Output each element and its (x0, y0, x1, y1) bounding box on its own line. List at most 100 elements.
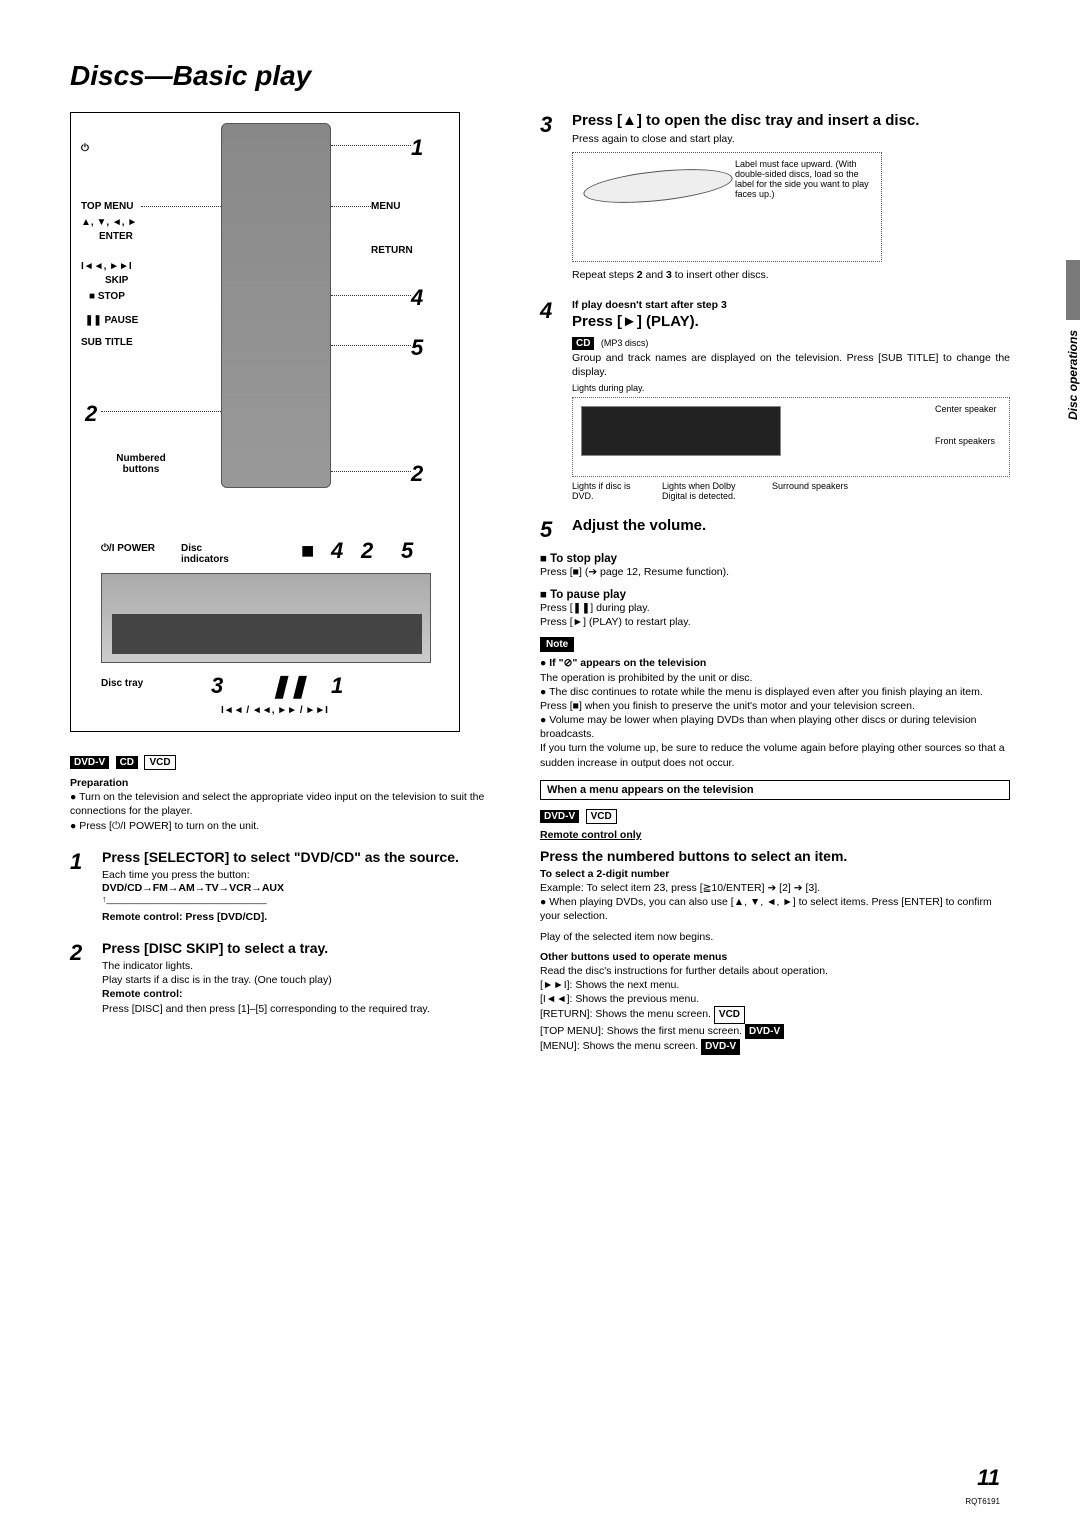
menu-badges: DVD-V VCD (540, 806, 1010, 824)
prep-b2: Press [⏻/I POWER] to turn on the unit. (70, 819, 510, 833)
step4-cd-note: (MP3 discs) (601, 338, 649, 348)
step5-num: 5 (540, 517, 560, 543)
dev-stop-sym: ■ (301, 538, 314, 564)
step3-num: 3 (540, 112, 560, 282)
label-numbered: Numbered buttons (101, 453, 181, 475)
dev-c4: 4 (331, 538, 343, 564)
other2: [►►I]: Shows the next menu. (540, 978, 1010, 992)
left-column: ⏻ TOP MENU ▲, ▼, ◄, ► ENTER I◄◄, ►►I SKI… (70, 112, 510, 1055)
label-enter: ENTER (99, 231, 133, 242)
display-labels-row: Lights if disc is DVD. Lights when Dolby… (572, 481, 1010, 501)
step1-chain: DVD/CD→FM→AM→TV→VCR→AUX (102, 882, 510, 894)
step4-lights-cap: Lights during play. (572, 383, 1010, 393)
badge-vcd: VCD (144, 755, 175, 770)
step2-rhead: Remote control: (102, 987, 510, 1001)
step1-num: 1 (70, 849, 90, 924)
step4-pre: If play doesn't start after step 3 (572, 298, 1010, 312)
device-body (101, 573, 431, 663)
menu-box-title: When a menu appears on the television (540, 780, 1010, 800)
doc-code: RQT6191 (965, 1497, 1000, 1506)
side-tab-text: Disc operations (1066, 330, 1080, 420)
step2-rbody: Press [DISC] and then press [1]–[5] corr… (102, 1002, 510, 1016)
label-disc-ind: Disc indicators (181, 543, 241, 565)
step-4: 4 If play doesn't start after step 3 Pre… (540, 298, 1010, 501)
other3: [I◄◄]: Shows the previous menu. (540, 992, 1010, 1006)
page-number: 11 (977, 1465, 1000, 1491)
dev-c1: 1 (331, 673, 343, 699)
lbl-surround: Surround speakers (772, 481, 848, 501)
callout-1: 1 (411, 135, 423, 161)
side-tab: Disc operations (1066, 260, 1080, 430)
note-b1: If "⊘" appears on the televisionThe oper… (540, 656, 1010, 684)
stop-body: Press [■] (➔ page 12, Resume function). (540, 565, 1010, 579)
other5: [TOP MENU]: Shows the first menu screen.… (540, 1024, 1010, 1040)
badge-cd: CD (116, 756, 138, 769)
pause-head: ■ To pause play (540, 589, 1010, 601)
lbl-dvd: Lights if disc is DVD. (572, 481, 652, 501)
label-arrows: ▲, ▼, ◄, ► (81, 217, 137, 228)
other1: Read the disc's instructions for further… (540, 964, 1010, 978)
dev-c2: 2 (361, 538, 373, 564)
step-2: 2 Press [DISC SKIP] to select a tray. Th… (70, 940, 510, 1016)
callout-4: 4 (411, 285, 423, 311)
step2-num: 2 (70, 940, 90, 1016)
pause-b1: Press [❚❚] during play. (540, 601, 1010, 615)
prep-bullets: Turn on the television and select the ap… (70, 790, 510, 833)
step4-num: 4 (540, 298, 560, 501)
right-column: 3 Press [▲] to open the disc tray and in… (540, 112, 1010, 1055)
badge-dvdv: DVD-V (70, 756, 109, 769)
stop-head: ■ To stop play (540, 553, 1010, 565)
step3-title: Press [▲] to open the disc tray and inse… (572, 112, 1010, 129)
note-b3: Volume may be lower when playing DVDs th… (540, 713, 1010, 770)
label-subtitle: SUB TITLE (81, 337, 133, 348)
label-stop: ■ STOP (89, 291, 125, 302)
step-5: 5 Adjust the volume. (540, 517, 1010, 543)
note-b2: The disc continues to rotate while the m… (540, 685, 1010, 713)
prep-heading: Preparation (70, 776, 510, 790)
label-device-power: ⏻/I POWER (101, 543, 155, 554)
label-skip-icons: I◄◄, ►►I (81, 261, 132, 272)
format-badges-left: DVD-V CD VCD (70, 752, 510, 770)
lbl-dolby: Lights when Dolby Digital is detected. (662, 481, 762, 501)
step1-line1: Each time you press the button: (102, 868, 510, 882)
label-disc-tray: Disc tray (101, 678, 143, 689)
lbl-center: Center speaker (935, 404, 1005, 414)
label-top-menu: TOP MENU (81, 201, 133, 212)
step3-note: Label must face upward. (With double-sid… (735, 159, 875, 199)
power-icon: ⏻ (81, 143, 89, 154)
dev-skip-row: I◄◄ / ◄◄, ►► / ►►I (221, 705, 328, 716)
prep-b1: Turn on the television and select the ap… (70, 790, 510, 818)
step4-title: Press [►] (PLAY). (572, 313, 1010, 330)
disc-sketch: Label must face upward. (With double-sid… (572, 152, 882, 262)
dev-c3: 3 (211, 673, 223, 699)
pause-b2: Press [►] (PLAY) to restart play. (540, 615, 1010, 629)
note-label: Note (540, 637, 574, 652)
step4-cd-badge: CD (572, 337, 594, 350)
label-return: RETURN (371, 245, 413, 256)
step2-l2: Play starts if a disc is in the tray. (O… (102, 973, 510, 987)
dvd-nav: When playing DVDs, you can also use [▲, … (540, 895, 1010, 923)
mb-dvdv: DVD-V (540, 810, 579, 823)
dvd-nav-bullet: When playing DVDs, you can also use [▲, … (540, 895, 1010, 923)
step3-repeat: Repeat steps 2 and 3 to insert other dis… (572, 268, 1010, 282)
step4-body: Group and track names are displayed on t… (572, 351, 1010, 379)
step-3: 3 Press [▲] to open the disc tray and in… (540, 112, 1010, 282)
remote-diagram: ⏻ TOP MENU ▲, ▼, ◄, ► ENTER I◄◄, ►►I SKI… (70, 112, 460, 732)
callout-2: 2 (85, 401, 97, 427)
callout-2b: 2 (411, 461, 423, 487)
two-digit-head: To select a 2-digit number (540, 867, 1010, 881)
press-numbered-title: Press the numbered buttons to select an … (540, 848, 1010, 864)
dev-pause: ❚❚ (271, 673, 308, 699)
display-panel: Center speaker Front speakers (572, 397, 1010, 477)
callout-5: 5 (411, 335, 423, 361)
step5-title: Adjust the volume. (572, 517, 1010, 534)
label-skip: SKIP (105, 275, 128, 286)
label-pause: ❚❚ PAUSE (85, 315, 138, 326)
step3-sub: Press again to close and start play. (572, 132, 1010, 146)
note-bullets: If "⊘" appears on the televisionThe oper… (540, 656, 1010, 769)
play-begins: Play of the selected item now begins. (540, 930, 1010, 944)
remote-only: Remote control only (540, 828, 1010, 842)
step2-title: Press [DISC SKIP] to select a tray. (102, 940, 510, 956)
page-title: Discs—Basic play (70, 60, 1010, 92)
step2-l1: The indicator lights. (102, 959, 510, 973)
